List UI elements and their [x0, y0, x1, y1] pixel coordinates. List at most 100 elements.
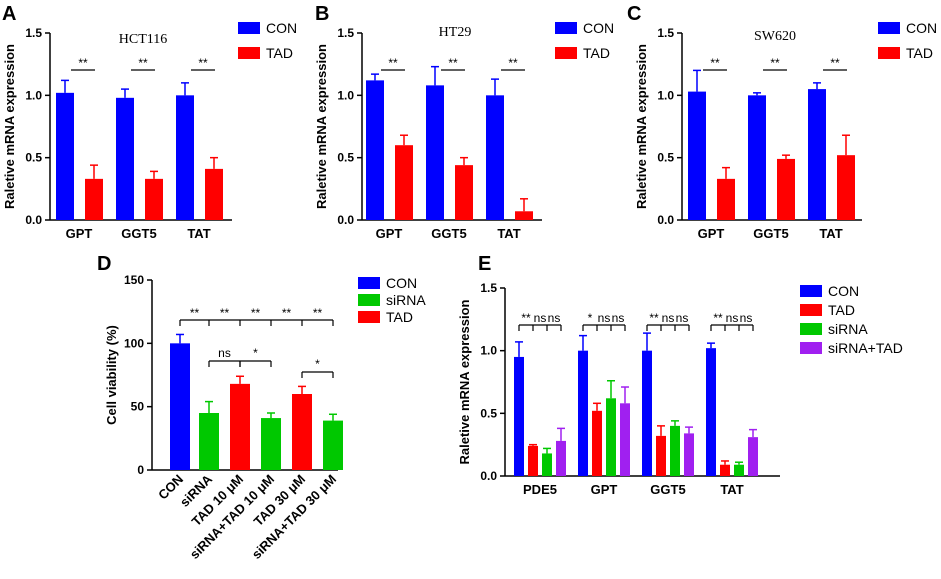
significance-label: ns — [218, 346, 231, 360]
significance-label: ** — [138, 56, 148, 70]
bar-con-tat — [706, 348, 716, 476]
y-tick-label: 1.0 — [337, 88, 354, 102]
bar-sirna-pde5 — [542, 453, 552, 476]
bar-con-0 — [170, 343, 190, 470]
significance-label: ** — [710, 56, 720, 70]
significance-label: ** — [521, 311, 531, 325]
significance-label: * — [253, 346, 258, 360]
legend-swatch-tad — [555, 47, 577, 59]
legend-swatch-sirna-tad — [800, 342, 822, 354]
y-axis-label: Raletive mRNA expression — [314, 44, 329, 209]
legend-label: CON — [906, 20, 937, 36]
bar-tad-ggt5 — [455, 165, 473, 220]
y-axis-label: Cell viability (%) — [104, 325, 119, 425]
legend-swatch-tad — [358, 311, 380, 323]
legend-swatch-sirna — [800, 323, 822, 335]
significance-label: ** — [649, 311, 659, 325]
significance-label: ** — [713, 311, 723, 325]
x-category-label: GPT — [66, 226, 93, 241]
significance-label: ns — [598, 311, 611, 325]
significance-label: ** — [313, 306, 323, 320]
chart-title: HCT116 — [119, 32, 167, 47]
y-axis-label: Raletive mRNA expression — [2, 44, 17, 209]
y-tick-label: 1.0 — [657, 88, 674, 102]
bar-tad-pde5 — [528, 445, 538, 476]
x-category-label: TAT — [187, 226, 210, 241]
legend-label: TAD — [583, 45, 610, 61]
y-tick-label: 0.5 — [25, 151, 42, 165]
bar-tad-tat — [515, 211, 533, 220]
legend-label: siRNA — [828, 321, 868, 337]
y-tick-label: 0.0 — [337, 213, 354, 227]
bar-con-gpt — [56, 92, 74, 220]
panel-letter-c: C — [627, 3, 641, 25]
y-axis-label: Raletive mRNA expression — [457, 299, 472, 464]
y-tick-label: 0.0 — [25, 213, 42, 227]
bar-con-gpt — [578, 350, 588, 476]
bar-tad-4 — [292, 394, 312, 470]
significance-label: ** — [251, 306, 261, 320]
significance-label: ns — [534, 311, 547, 325]
bar-sirna-tad-pde5 — [556, 440, 566, 476]
legend-swatch-con — [358, 277, 380, 289]
significance-label: * — [588, 311, 593, 325]
legend-swatch-tad — [238, 47, 260, 59]
y-tick-label: 1.0 — [25, 88, 42, 102]
significance-label: * — [315, 357, 320, 371]
significance-label: ** — [220, 306, 230, 320]
bar-sirna-1 — [199, 413, 219, 470]
significance-label: ns — [662, 311, 675, 325]
x-category-label: TAT — [819, 226, 842, 241]
chart-title: SW620 — [754, 29, 796, 44]
x-category-label: GGT5 — [121, 226, 156, 241]
legend-label: siRNA — [386, 292, 426, 308]
y-tick-label: 0.5 — [480, 406, 497, 420]
bar-tad-tat — [837, 155, 855, 220]
y-tick-label: 1.5 — [337, 26, 354, 40]
panel-letter-d: D — [97, 253, 111, 275]
significance-label: ns — [740, 311, 753, 325]
bar-tad-gpt — [592, 410, 602, 476]
y-tick-label: 1.5 — [657, 26, 674, 40]
significance-label: ** — [508, 56, 518, 70]
bar-tad-gpt — [85, 178, 103, 220]
bar-con-ggt5 — [642, 350, 652, 476]
y-tick-label: 1.5 — [25, 26, 42, 40]
x-category-label: PDE5 — [523, 482, 557, 497]
bar-con-ggt5 — [426, 85, 444, 220]
significance-label: ns — [676, 311, 689, 325]
legend-swatch-sirna — [358, 294, 380, 306]
panel-letter-a: A — [2, 3, 16, 25]
bar-tad-tat — [205, 168, 223, 220]
significance-label: ** — [190, 306, 200, 320]
significance-label: ns — [548, 311, 561, 325]
y-tick-label: 150 — [124, 273, 144, 287]
y-tick-label: 50 — [131, 400, 145, 414]
legend-label: CON — [583, 20, 614, 36]
legend-swatch-con — [238, 22, 260, 34]
legend-swatch-con — [800, 285, 822, 297]
bar-con-pde5 — [514, 356, 524, 476]
bar-sirna-tad-gpt — [620, 403, 630, 476]
significance-label: ** — [770, 56, 780, 70]
bar-tad-2 — [230, 383, 250, 470]
legend-label: TAD — [386, 309, 413, 325]
y-tick-label: 0.5 — [337, 151, 354, 165]
bar-sirna-3 — [261, 418, 281, 470]
legend-label: CON — [386, 275, 417, 291]
y-tick-label: 0.0 — [480, 469, 497, 483]
bar-tad-ggt5 — [145, 178, 163, 220]
y-tick-label: 100 — [124, 336, 144, 350]
legend-label: TAD — [266, 45, 293, 61]
bar-tad-tat — [720, 464, 730, 476]
y-tick-label: 1.5 — [480, 281, 497, 295]
significance-label: ** — [448, 56, 458, 70]
panel-letter-b: B — [315, 3, 329, 25]
bar-sirna-tad-ggt5 — [684, 433, 694, 476]
bar-con-gpt — [366, 80, 384, 220]
bar-con-ggt5 — [116, 97, 134, 220]
x-category-label: TAT — [497, 226, 520, 241]
significance-label: ** — [198, 56, 208, 70]
bar-sirna-ggt5 — [670, 425, 680, 476]
